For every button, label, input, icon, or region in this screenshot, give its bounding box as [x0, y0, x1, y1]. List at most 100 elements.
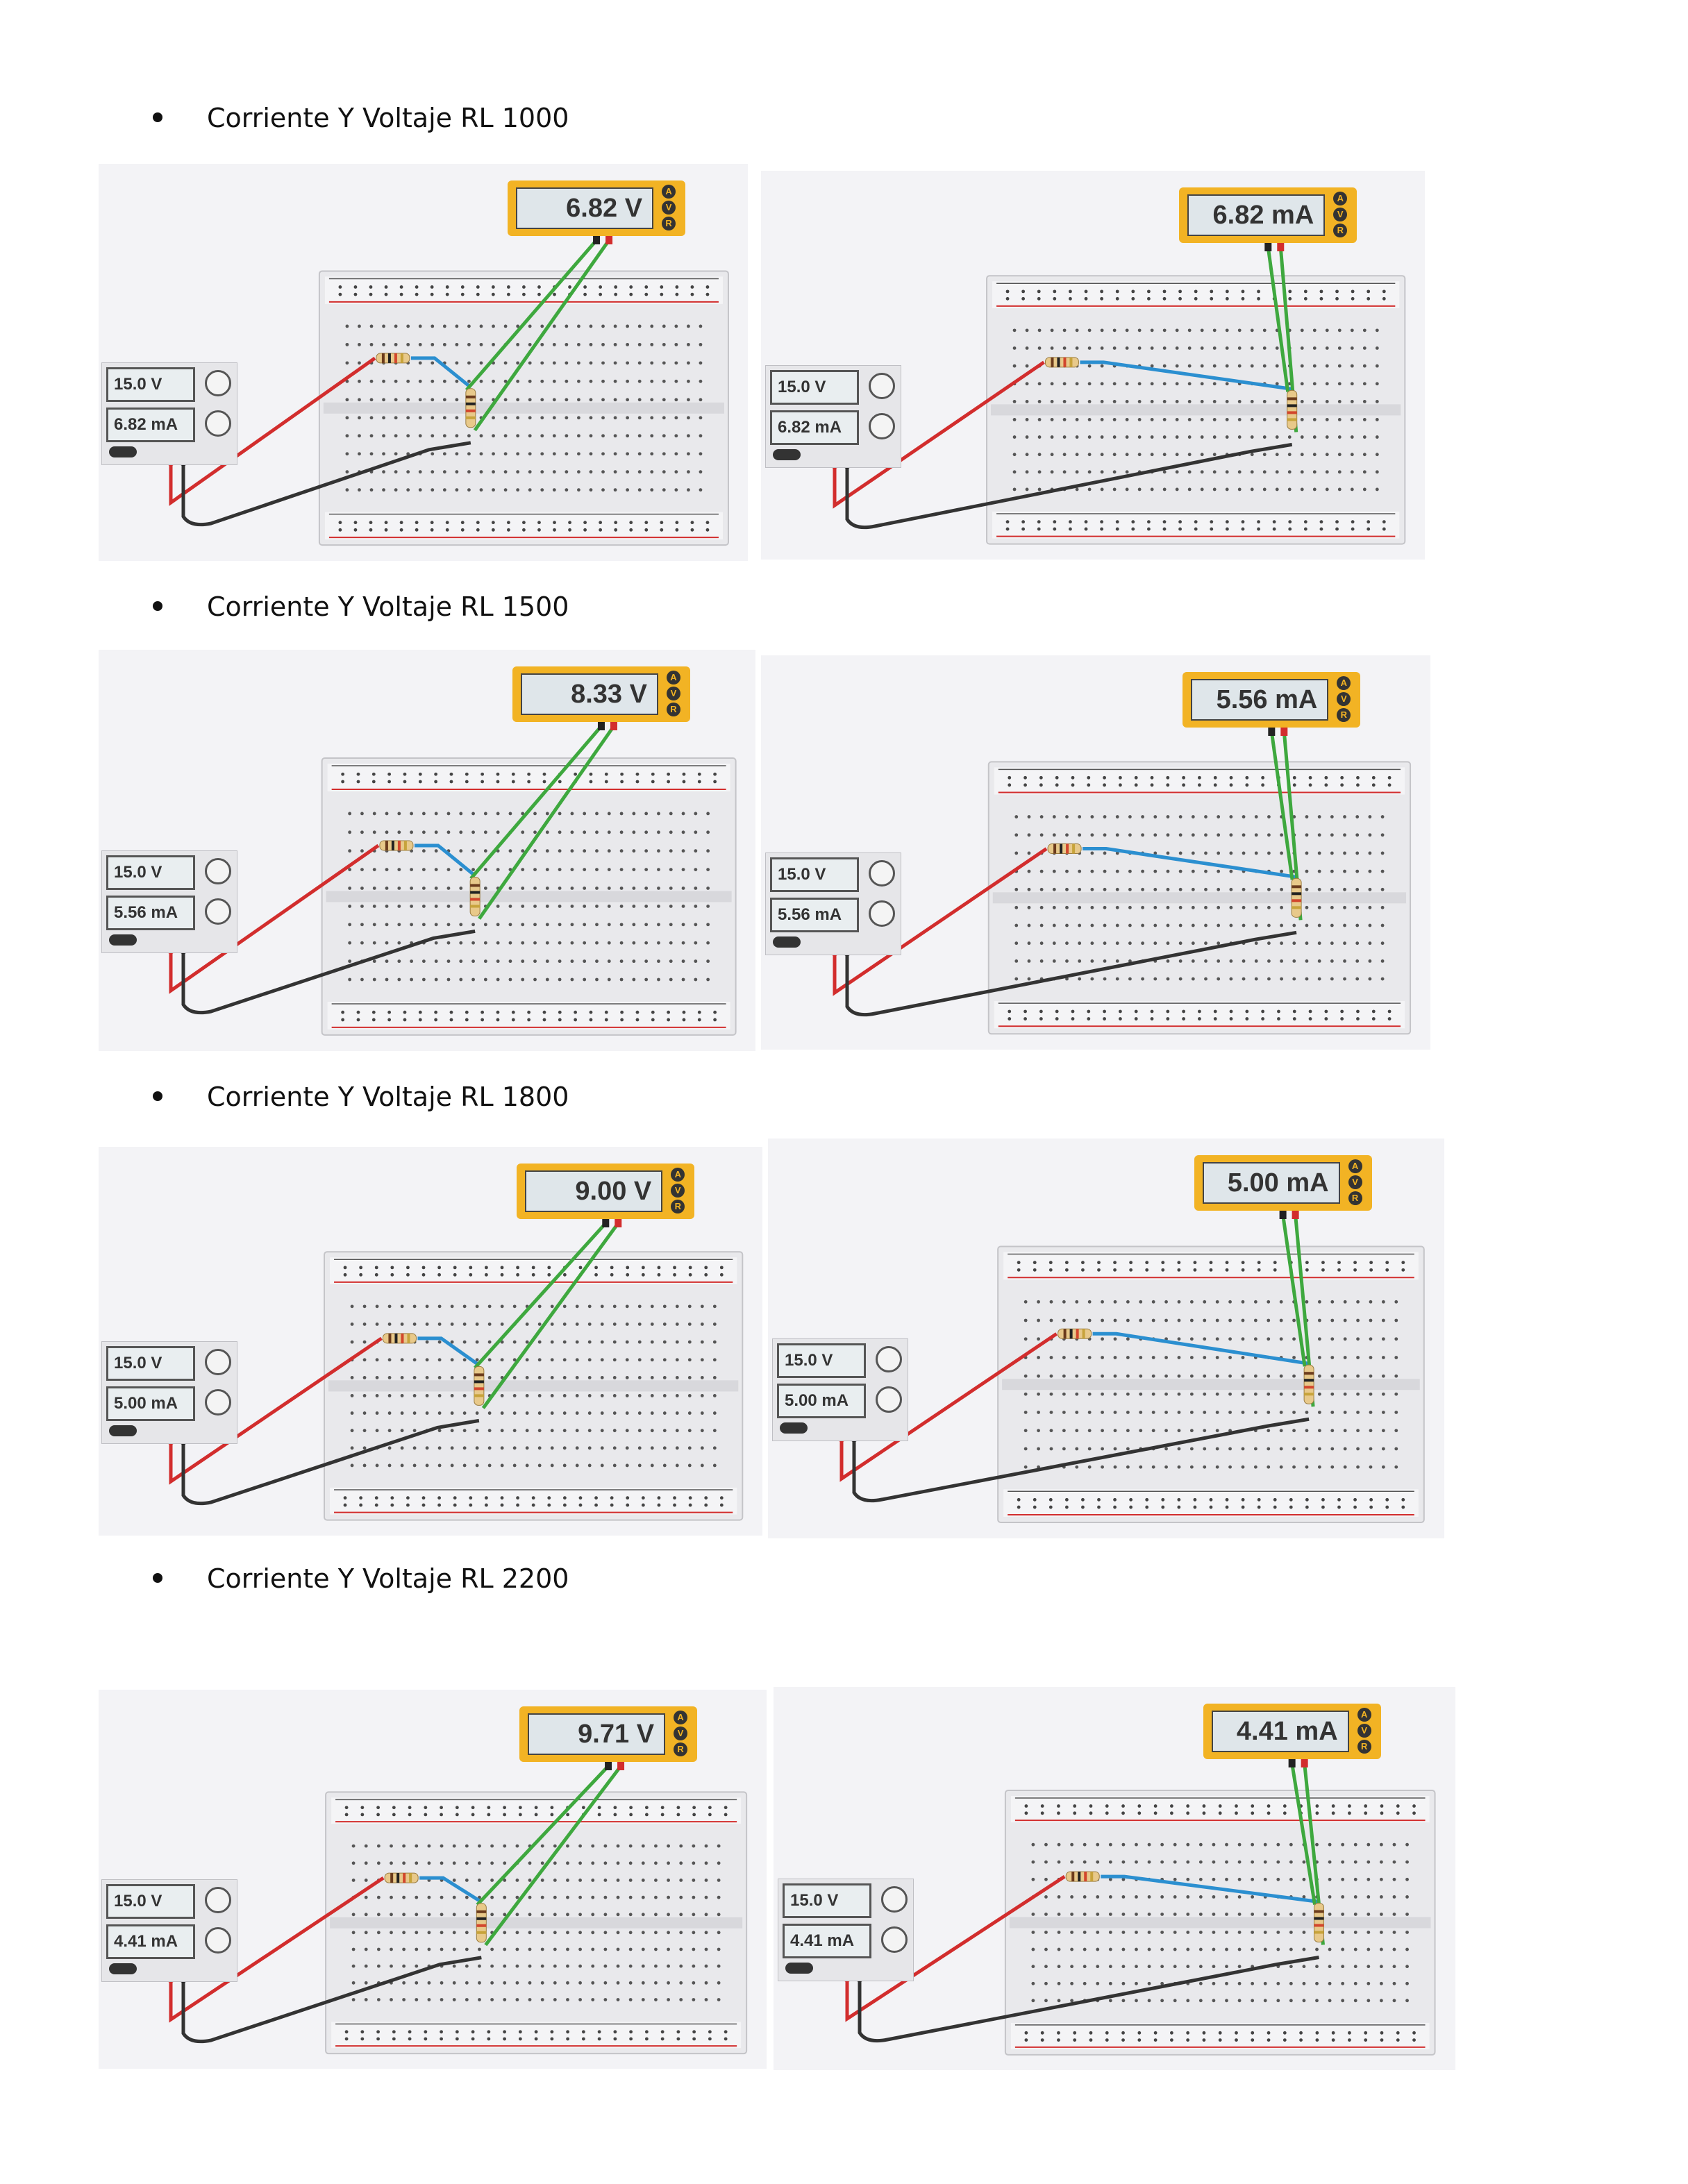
- mode-v-icon: V: [1357, 1724, 1371, 1738]
- psu-current-display: 5.56 mA: [770, 898, 859, 932]
- circuit-diagram: [166, 235, 729, 546]
- breadboard: [1004, 1790, 1436, 2056]
- psu-switch-icon: [109, 1963, 137, 1974]
- positive-wire: [169, 356, 376, 506]
- psu-dial-icon: [869, 860, 895, 887]
- power-supply: 15.0 V 6.82 mA: [765, 365, 901, 468]
- psu-switch-icon: [109, 934, 137, 946]
- circuit-diagram: [837, 1209, 1425, 1523]
- psu-dial-icon: [869, 900, 895, 927]
- breadboard: [318, 270, 729, 546]
- probe-wire: [481, 1222, 620, 1409]
- psu-voltage-display: 15.0 V: [106, 367, 195, 402]
- breadboard: [321, 757, 737, 1036]
- power-supply: 15.0 V 5.00 mA: [101, 1341, 237, 1444]
- probe-terminal: [615, 1218, 622, 1227]
- resistor-r1: [384, 1872, 419, 1883]
- psu-dial-icon: [205, 1887, 231, 1913]
- probe-terminal: [1279, 1209, 1287, 1219]
- probe-wire: [473, 239, 611, 432]
- probe-terminal: [1288, 1758, 1296, 1767]
- resistor-r1: [1044, 357, 1079, 368]
- mode-r-icon: R: [662, 217, 676, 230]
- section-heading: Corriente Y Voltaje RL 1500: [153, 591, 569, 622]
- psu-dial-icon: [869, 373, 895, 399]
- psu-current-display: 6.82 mA: [770, 410, 859, 445]
- probe-wire: [1281, 1214, 1307, 1367]
- probe-terminal: [1264, 242, 1272, 251]
- resistor-r1: [1065, 1871, 1100, 1882]
- positive-wire: [833, 360, 1045, 509]
- section-heading: Corriente Y Voltaje RL 1800: [153, 1082, 569, 1112]
- negative-wire: [845, 930, 1297, 1017]
- heading-text: Corriente Y Voltaje RL 1500: [207, 591, 569, 622]
- probe-terminal: [605, 1761, 612, 1770]
- multimeter: 5.56 mA A V R: [1183, 672, 1361, 728]
- jumper-wire: [417, 1336, 481, 1367]
- circuit-diagram: [166, 1761, 748, 2055]
- circuit-diagram: [166, 1218, 744, 1521]
- heading-text: Corriente Y Voltaje RL 2200: [207, 1563, 569, 1594]
- mode-a-icon: A: [671, 1168, 685, 1182]
- probe-terminal: [610, 721, 617, 730]
- multimeter-reading: 9.00 V: [525, 1170, 663, 1212]
- section-heading: Corriente Y Voltaje RL 2200: [153, 1563, 569, 1594]
- probe-wire: [465, 239, 598, 392]
- psu-voltage-display: 15.0 V: [106, 1346, 195, 1381]
- psu-voltage-display: 15.0 V: [770, 370, 859, 405]
- positive-wire: [169, 1876, 385, 2023]
- probe-terminal: [597, 721, 605, 730]
- mode-v-icon: V: [674, 1727, 688, 1740]
- voltage-circuit-figure: 8.33 V A V R 15.0 V 5.56 mA: [99, 650, 755, 1051]
- probe-terminal: [593, 235, 601, 244]
- psu-current-display: 5.00 mA: [106, 1386, 195, 1421]
- mode-a-icon: A: [666, 671, 680, 684]
- resistor-r1: [1047, 843, 1082, 855]
- positive-wire: [169, 1336, 383, 1485]
- circuit-diagram: [830, 242, 1406, 545]
- probe-terminal: [1301, 1758, 1308, 1767]
- mode-r-icon: R: [1333, 224, 1348, 237]
- multimeter-reading: 5.00 mA: [1202, 1162, 1340, 1204]
- mode-r-icon: R: [666, 703, 680, 716]
- positive-wire: [845, 1875, 1066, 2022]
- probe-wire: [484, 1765, 623, 1947]
- multimeter-reading: 8.33 V: [520, 673, 658, 715]
- negative-wire: [858, 1956, 1319, 2043]
- psu-switch-icon: [109, 1425, 137, 1436]
- heading-text: Corriente Y Voltaje RL 1800: [207, 1082, 569, 1112]
- power-supply: 15.0 V 5.56 mA: [101, 850, 237, 953]
- psu-dial-icon: [205, 1389, 231, 1416]
- voltage-circuit-figure: 6.82 V A V R 15.0 V 6.82 mA: [99, 164, 748, 561]
- probe-wire: [1290, 1763, 1317, 1905]
- probe-terminal: [1280, 726, 1288, 736]
- jumper-wire: [1101, 1874, 1319, 1904]
- power-supply: 15.0 V 6.82 mA: [101, 362, 237, 465]
- mode-a-icon: A: [674, 1711, 688, 1724]
- negative-wire: [181, 1418, 480, 1506]
- current-circuit-figure: 6.82 mA A V R 15.0 V 6.82 mA: [761, 171, 1425, 560]
- positive-wire: [169, 843, 380, 994]
- current-circuit-figure: 5.00 mA A V R 15.0 V 5.00 mA: [768, 1139, 1444, 1538]
- negative-wire: [181, 1956, 482, 2044]
- resistor-rl: [469, 876, 481, 916]
- psu-current-display: 6.82 mA: [106, 408, 195, 442]
- mode-v-icon: V: [1337, 692, 1351, 706]
- psu-voltage-display: 15.0 V: [777, 1343, 866, 1378]
- multimeter-reading: 5.56 mA: [1191, 679, 1329, 721]
- resistor-r1: [382, 1333, 417, 1344]
- breadboard: [987, 761, 1412, 1035]
- multimeter-reading: 4.41 mA: [1211, 1711, 1349, 1752]
- negative-wire: [845, 442, 1293, 530]
- positive-wire: [833, 847, 1048, 996]
- psu-switch-icon: [773, 449, 801, 460]
- psu-dial-icon: [205, 1927, 231, 1954]
- power-supply: 15.0 V 5.00 mA: [772, 1338, 908, 1441]
- mode-r-icon: R: [1337, 708, 1351, 722]
- probe-wire: [469, 725, 603, 880]
- resistor-rl: [476, 1903, 487, 1943]
- breadboard: [997, 1245, 1425, 1523]
- probe-wire: [474, 1222, 608, 1370]
